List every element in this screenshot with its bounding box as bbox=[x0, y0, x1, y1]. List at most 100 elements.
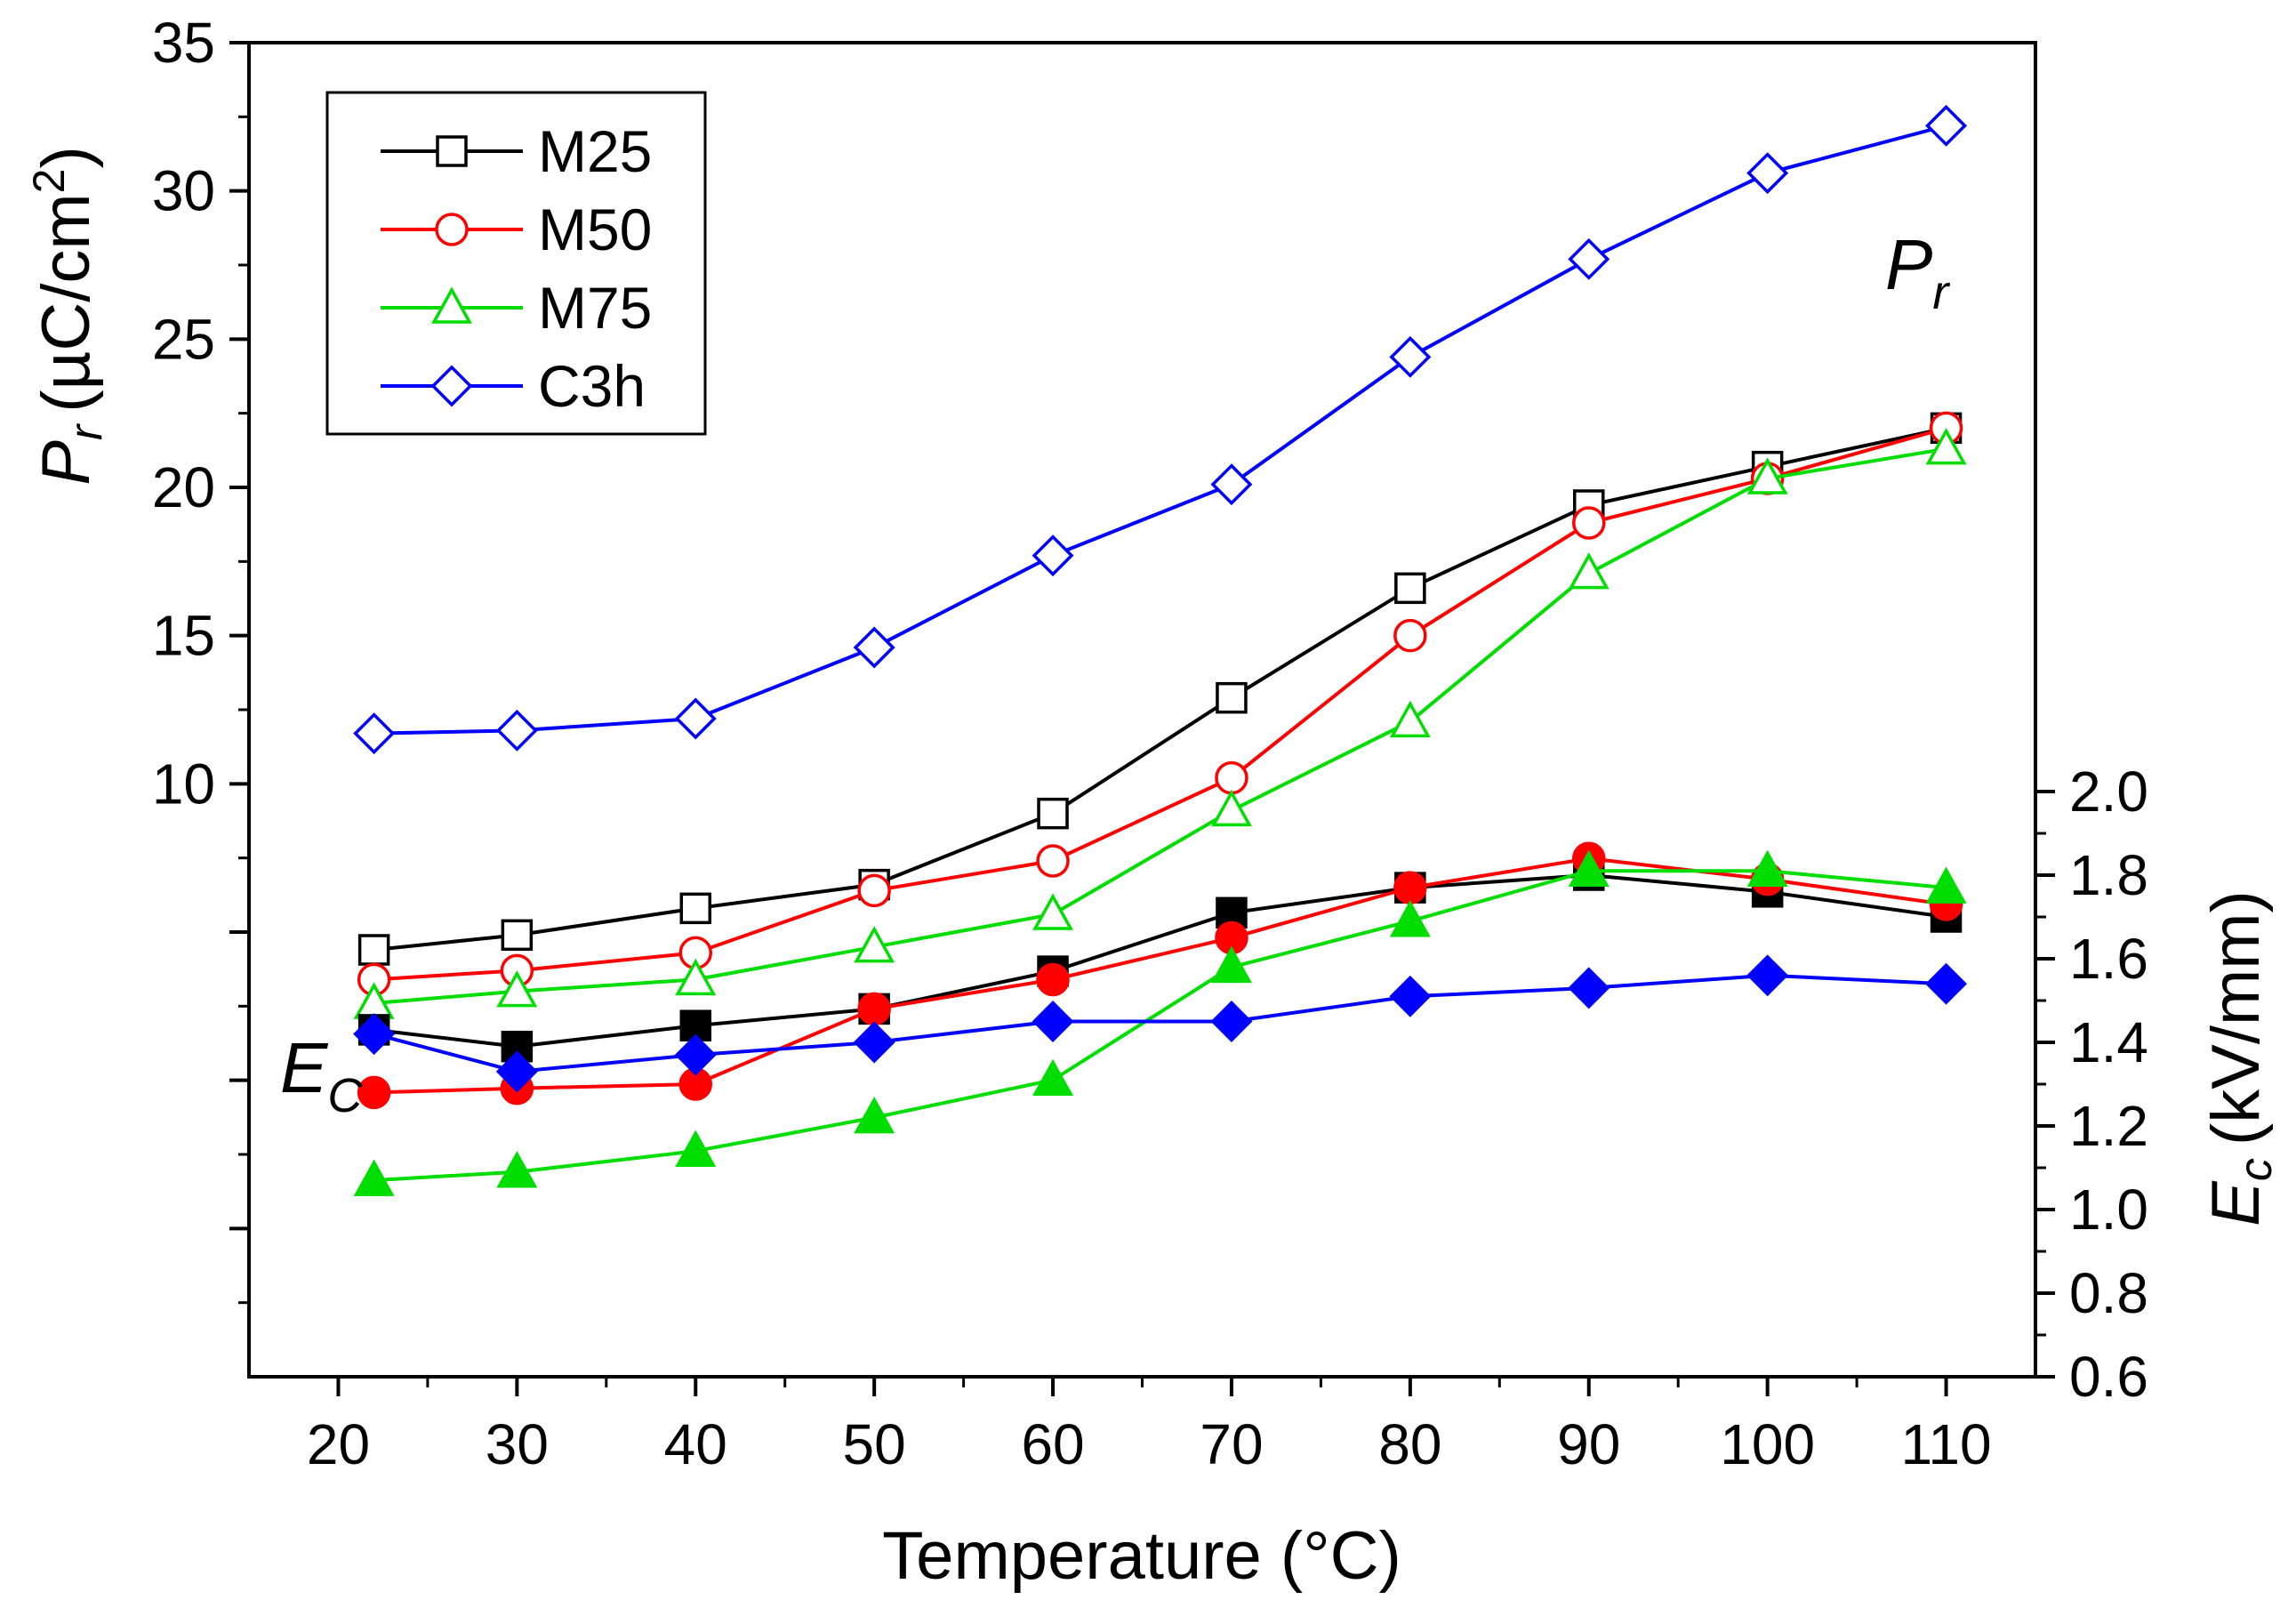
pr-point-m75 bbox=[1746, 457, 1788, 494]
x-tick-label: 100 bbox=[1720, 1412, 1815, 1476]
ec-point-m50 bbox=[357, 1075, 391, 1110]
left-axis-unit: (µC/cm bbox=[28, 193, 104, 412]
ec-point-m50 bbox=[857, 992, 891, 1026]
pr-point-c3h bbox=[1210, 463, 1253, 506]
ec-series-c3h bbox=[353, 954, 1968, 1093]
ec-point-c3h bbox=[1389, 975, 1432, 1017]
pr-point-c3h bbox=[1389, 335, 1432, 378]
left-axis-sup: 2 bbox=[24, 169, 74, 194]
right-axis-symbol: E bbox=[2198, 1180, 2274, 1226]
ec-point-c3h bbox=[853, 1021, 895, 1064]
right-axis-title: Ec (kV/mm) bbox=[2198, 890, 2282, 1226]
pr-point-c3h bbox=[1746, 152, 1789, 195]
right-y-tick-label: 1.0 bbox=[2069, 1178, 2148, 1242]
left-axis-close: ) bbox=[28, 146, 104, 168]
pr-point-m25 bbox=[357, 934, 390, 966]
pr-point-c3h bbox=[353, 712, 396, 755]
x-tick-label: 30 bbox=[486, 1412, 549, 1476]
pr-point-c3h bbox=[495, 709, 538, 752]
legend-label: M50 bbox=[538, 197, 652, 262]
right-y-tick-label: 1.4 bbox=[2069, 1010, 2148, 1074]
right-axis-sub: c bbox=[2230, 1158, 2282, 1181]
x-axis-title: Temperature (°C) bbox=[882, 1518, 1401, 1594]
pr-point-m25 bbox=[1394, 572, 1426, 605]
left-y-tick-label: 15 bbox=[152, 604, 215, 668]
pr-line-m25 bbox=[373, 426, 1947, 952]
right-y-tick-label: 0.8 bbox=[2069, 1261, 2148, 1325]
pr-point-m25 bbox=[1037, 797, 1069, 830]
ec-line-m25 bbox=[373, 872, 1947, 1049]
pr-point-m75 bbox=[496, 970, 538, 1008]
pr-point-c3h bbox=[853, 626, 895, 669]
x-tick-label: 20 bbox=[307, 1412, 370, 1476]
ec-point-c3h bbox=[1746, 954, 1789, 997]
legend: M25 M50 M75 C3h bbox=[325, 91, 707, 436]
legend-label: M75 bbox=[538, 275, 652, 341]
pr-point-m50 bbox=[1572, 506, 1606, 540]
pr-point-m75 bbox=[1568, 552, 1610, 590]
pr-point-m25 bbox=[1216, 681, 1248, 714]
ec-point-m75 bbox=[1568, 849, 1610, 888]
ec-point-m50 bbox=[1393, 871, 1427, 904]
left-y-tick-label: 10 bbox=[152, 752, 215, 816]
pr-point-m50 bbox=[1393, 618, 1427, 653]
legend-entry-m75: M75 bbox=[381, 275, 652, 341]
ec-point-m75 bbox=[1746, 849, 1788, 888]
right-y-tick-label: 2.0 bbox=[2069, 760, 2148, 824]
left-y-tick-label: 20 bbox=[152, 455, 215, 519]
ec-point-m75 bbox=[496, 1151, 538, 1188]
left-axis-title: Pr (µC/cm2) bbox=[24, 146, 112, 486]
pr-point-m25 bbox=[501, 919, 534, 952]
left-axis-sub: r bbox=[60, 422, 112, 440]
ticks: 20 30 40 50 60 70 80 90 100 110 10 15 20 25 30 35 0.6 0.8… bbox=[152, 11, 2148, 1476]
pr-point-m75 bbox=[854, 926, 895, 963]
legend-entry-c3h: C3h bbox=[381, 353, 646, 419]
x-tick-label: 110 bbox=[1901, 1412, 1992, 1476]
ec-point-c3h bbox=[353, 1013, 396, 1056]
pr-series-c3h bbox=[353, 104, 1968, 755]
pr-point-m50 bbox=[1036, 844, 1070, 878]
legend-label: M25 bbox=[538, 118, 652, 184]
ec-point-m75 bbox=[1925, 866, 1967, 904]
left-y-tick-label: 25 bbox=[152, 307, 215, 371]
ec-annotation: EC bbox=[280, 1028, 363, 1122]
ec-point-c3h bbox=[674, 1033, 717, 1076]
legend-marker bbox=[435, 213, 469, 246]
ec-series-m75 bbox=[353, 849, 1967, 1196]
ec-point-c3h bbox=[495, 1050, 538, 1093]
pr-point-c3h bbox=[1925, 104, 1968, 147]
ec-point-m75 bbox=[1210, 945, 1252, 984]
ec-point-c3h bbox=[1210, 1001, 1253, 1042]
legend-marker bbox=[431, 286, 472, 324]
left-y-tick-label: 30 bbox=[152, 159, 215, 223]
x-tick-label: 80 bbox=[1378, 1412, 1441, 1476]
ec-point-m75 bbox=[1389, 900, 1431, 937]
pr-point-c3h bbox=[1032, 535, 1074, 577]
pr-point-m75 bbox=[1389, 700, 1431, 738]
right-y-tick-label: 1.2 bbox=[2069, 1094, 2148, 1158]
ec-point-c3h bbox=[1032, 1001, 1074, 1042]
pr-line-c3h bbox=[373, 124, 1947, 736]
plot-frame bbox=[247, 41, 2037, 1379]
ec-point-c3h bbox=[1925, 962, 1968, 1005]
right-y-tick-label: 1.6 bbox=[2069, 927, 2148, 991]
pr-point-m75 bbox=[1032, 893, 1074, 930]
x-tick-label: 40 bbox=[664, 1412, 727, 1476]
left-y-tick-label: 35 bbox=[152, 11, 215, 75]
ec-point-m75 bbox=[353, 1159, 395, 1196]
legend-marker bbox=[430, 365, 473, 407]
ec-point-m50 bbox=[1036, 962, 1070, 997]
right-axis-unit: (kV/mm) bbox=[2198, 890, 2274, 1146]
x-tick-label: 60 bbox=[1021, 1412, 1084, 1476]
series bbox=[353, 104, 1968, 1196]
ec-point-m75 bbox=[854, 1096, 895, 1134]
pr-point-m75 bbox=[1210, 789, 1252, 827]
ec-line-m50 bbox=[373, 856, 1947, 1095]
pr-point-m75 bbox=[675, 958, 717, 996]
legend-entries: M25 M50 M75 C3h bbox=[381, 118, 652, 419]
pr-line-m50 bbox=[373, 426, 1947, 982]
ec-point-m75 bbox=[1032, 1058, 1074, 1097]
pr-line-m75 bbox=[373, 446, 1947, 1005]
legend-entry-m25: M25 bbox=[381, 118, 652, 184]
pr-point-m25 bbox=[679, 892, 711, 925]
